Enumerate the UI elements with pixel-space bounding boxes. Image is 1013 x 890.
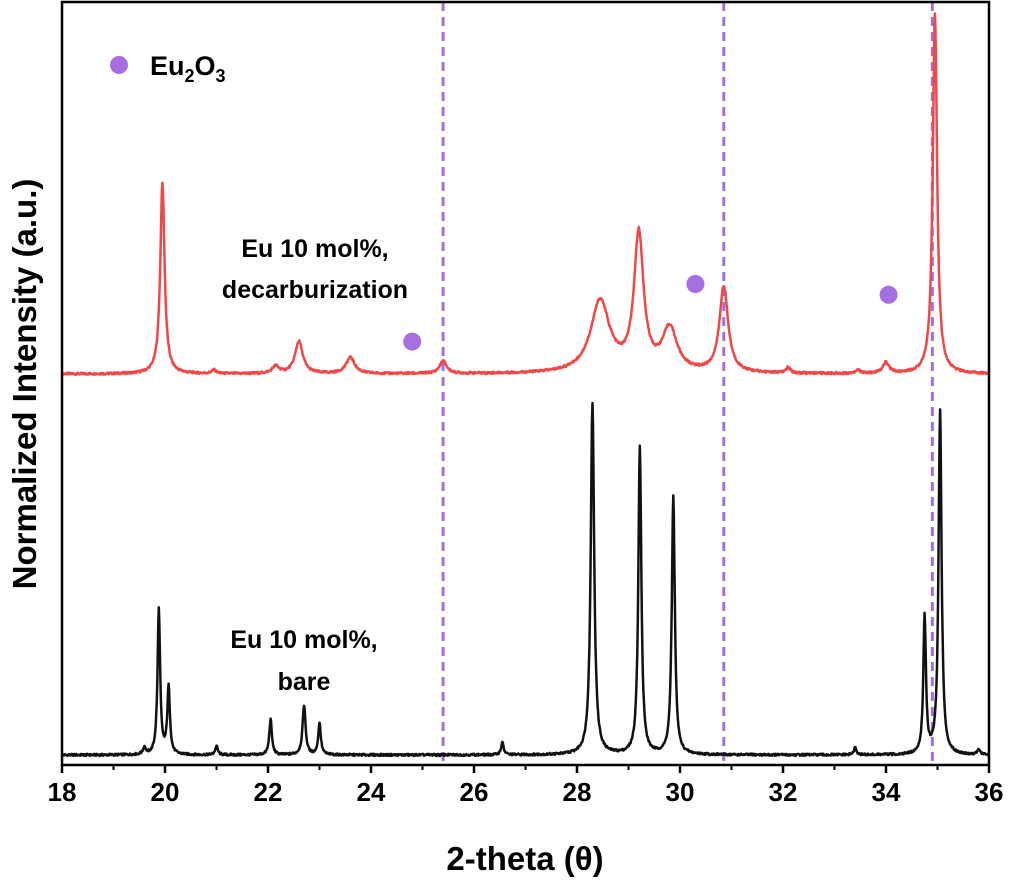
x-axis-title: 2-theta (θ) xyxy=(446,840,603,877)
series-label-bare-line2: bare xyxy=(278,668,331,696)
eu2o3-markers xyxy=(403,275,898,351)
series-curves xyxy=(60,12,990,758)
x-tick-label-36: 36 xyxy=(975,777,1004,807)
eu2o3-marker-3 xyxy=(879,285,898,304)
legend-marker xyxy=(110,56,128,74)
x-tick-label-28: 28 xyxy=(563,777,592,807)
y-axis-title: Normalized Intensity (a.u.) xyxy=(6,179,43,590)
x-tick-label-26: 26 xyxy=(460,777,489,807)
series-label-decarb-line2: decarburization xyxy=(222,276,408,304)
x-tick-label-24: 24 xyxy=(357,777,386,807)
x-tick-label-30: 30 xyxy=(666,777,695,807)
x-tick-label-20: 20 xyxy=(151,777,180,807)
eu2o3-marker-2 xyxy=(686,275,705,293)
plot-frame xyxy=(60,0,991,767)
legend: Eu2O3 xyxy=(110,51,226,86)
eu2o3-marker-1 xyxy=(403,332,422,351)
x-axis-ticks: 18 20 22 24 26 28 30 32 34 36 xyxy=(48,765,1004,807)
series-line-bare xyxy=(60,401,990,758)
reference-lines xyxy=(441,2,934,765)
legend-label: Eu2O3 xyxy=(150,51,226,86)
series-line-decarburization xyxy=(60,12,990,377)
series-label-decarb-line1: Eu 10 mol%, xyxy=(241,235,388,263)
x-tick-label-34: 34 xyxy=(872,777,901,807)
series-label-bare-line1: Eu 10 mol%, xyxy=(230,626,377,654)
x-tick-label-18: 18 xyxy=(48,777,77,807)
x-tick-label-22: 22 xyxy=(254,777,283,807)
x-tick-label-32: 32 xyxy=(769,777,798,807)
